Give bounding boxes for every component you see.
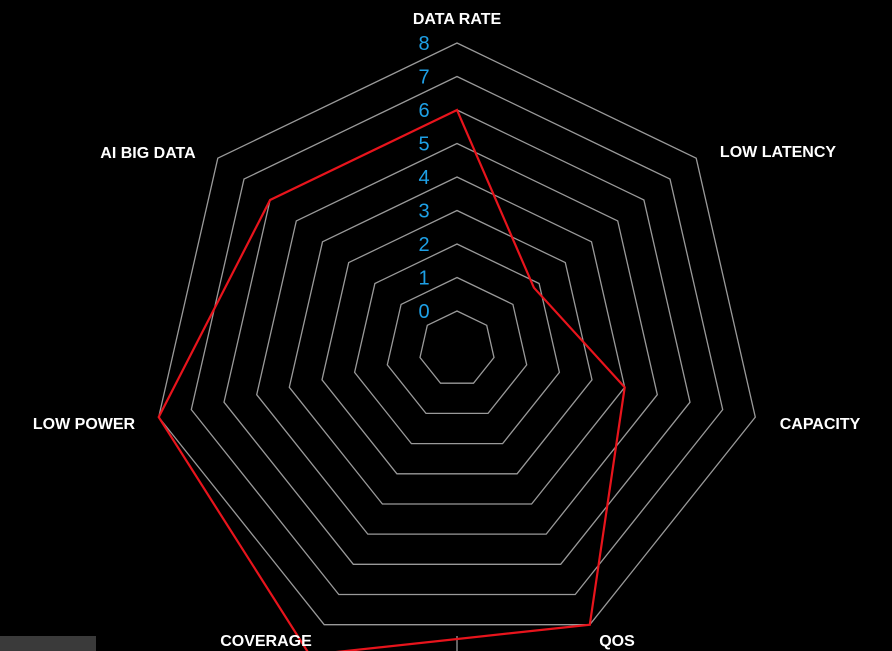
grid-ring-6 — [223, 109, 691, 565]
category-labels: DATA RATE LOW LATENCY CAPACITY QOS COVERAGE L… — [33, 11, 861, 650]
radial-tick-labels: 0 1 2 3 4 5 6 7 8 — [418, 33, 429, 323]
tick-label-6: 6 — [418, 100, 429, 122]
corner-block — [0, 636, 96, 651]
tick-label-2: 2 — [418, 234, 429, 256]
category-label-ai-big-data: AI BIG DATA — [100, 145, 196, 162]
grid-ring-4 — [288, 176, 626, 505]
radar-series — [157, 108, 626, 651]
category-label-low-latency: LOW LATENCY — [720, 144, 836, 161]
grid-ring-1 — [386, 276, 528, 415]
series-line-0 — [157, 108, 626, 651]
tick-label-3: 3 — [418, 201, 429, 223]
tick-label-4: 4 — [418, 167, 429, 189]
category-label-data-rate: DATA RATE — [413, 11, 502, 28]
category-label-coverage: COVERAGE — [220, 633, 312, 650]
category-label-low-power: LOW POWER — [33, 416, 136, 433]
tick-label-5: 5 — [418, 134, 429, 156]
grid-ring-3 — [321, 209, 593, 475]
grid-ring-5 — [255, 142, 659, 535]
tick-label-7: 7 — [418, 67, 429, 89]
tick-label-0: 0 — [418, 301, 429, 323]
grid-ring-0 — [419, 310, 495, 384]
category-label-capacity: CAPACITY — [780, 416, 861, 433]
tick-label-1: 1 — [418, 268, 429, 290]
grid-ring-8 — [157, 42, 757, 626]
tick-label-8: 8 — [418, 33, 429, 55]
category-label-qos: QOS — [599, 633, 635, 650]
grid-ring-7 — [190, 75, 724, 596]
